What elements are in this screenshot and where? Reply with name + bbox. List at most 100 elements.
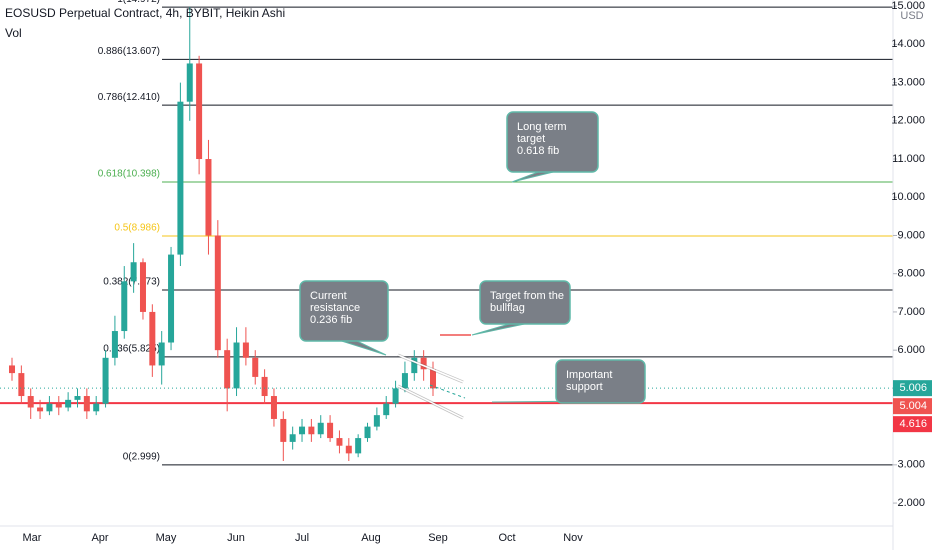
candle-body	[196, 63, 203, 160]
candle-body	[186, 63, 193, 102]
candle-body	[327, 422, 334, 439]
x-tick-label: Sep	[428, 532, 448, 544]
candle-body	[308, 426, 315, 435]
candle-body	[317, 422, 324, 435]
candle-body	[364, 426, 371, 439]
x-tick-label: Nov	[563, 532, 583, 544]
candle-body	[93, 403, 100, 412]
callout-text: 0.236 fib	[310, 314, 352, 326]
candle-body	[411, 357, 418, 374]
candle-body	[270, 396, 277, 419]
candle-body	[149, 311, 156, 366]
callout-text: target	[517, 133, 545, 145]
callout-text: Target from the	[490, 290, 564, 302]
candle-body	[55, 403, 62, 408]
y-tick-label: 6.000	[897, 344, 925, 356]
callout-box	[555, 359, 646, 404]
y-tick-label: 14.000	[891, 38, 925, 50]
candle-body	[214, 235, 221, 351]
fib-label: 0.236(5.825)	[103, 343, 160, 354]
candle-body	[177, 101, 184, 255]
candle-body	[65, 399, 72, 408]
candle-body	[9, 365, 15, 374]
callout-box	[299, 280, 389, 342]
candle-body	[18, 373, 25, 397]
price-label-bg	[893, 398, 932, 415]
callout-box	[506, 111, 599, 173]
plot-area: 1(14.972) 0.886(13.607) 0.786(12.410) 0.618…	[0, 0, 893, 466]
fib-label: 0.886(13.607)	[98, 46, 160, 57]
x-tick-label: Mar	[23, 532, 42, 544]
candle-body	[373, 415, 380, 427]
x-tick-label: Jun	[227, 532, 245, 544]
currency-label: USD	[900, 10, 923, 22]
candle-body	[233, 342, 240, 389]
candle-body	[420, 357, 427, 370]
candle-body	[74, 396, 81, 400]
x-tick-label: Apr	[91, 532, 108, 544]
fib-label: 1(14.972)	[117, 0, 160, 5]
y-tick-label: 12.000	[891, 115, 925, 127]
candle-body	[37, 407, 44, 412]
y-tick-label: 2.000	[897, 497, 925, 509]
candle-body	[158, 342, 165, 366]
candle-body	[336, 438, 343, 446]
callout-text: support	[566, 381, 603, 393]
x-tick-label: Oct	[498, 532, 515, 544]
candle-body	[299, 426, 306, 435]
y-tick-label: 3.000	[897, 459, 925, 471]
fib-label: 0.786(12.410)	[98, 92, 160, 103]
flag-top	[397, 354, 464, 383]
price-label: 5.004	[899, 400, 927, 412]
candle-body	[205, 159, 212, 236]
candle-body	[111, 331, 118, 358]
candle-body	[83, 396, 90, 412]
callout-text: Long term	[517, 121, 567, 133]
volume-label: Vol	[5, 26, 22, 40]
candle-body	[102, 357, 109, 404]
y-tick-label: 8.000	[897, 268, 925, 280]
callout-text: resistance	[310, 302, 360, 314]
candle-body	[168, 254, 175, 343]
x-tick-label: Aug	[361, 532, 381, 544]
candle-body	[401, 373, 408, 389]
fib-label: 0.382(7.573)	[103, 277, 160, 288]
candle-body	[46, 403, 53, 412]
candle-body	[280, 418, 287, 442]
candle-body	[242, 342, 249, 358]
candle-body	[130, 262, 137, 282]
fib-label: 0(2.999)	[123, 452, 160, 463]
candle-body	[392, 388, 399, 404]
price-label-bg	[893, 380, 932, 397]
callout-text: Important	[566, 369, 612, 381]
x-tick-label: May	[156, 532, 177, 544]
candle-body	[224, 350, 231, 389]
projection	[429, 384, 466, 399]
x-tick-label: Jul	[295, 532, 309, 544]
price-label: 5.006	[899, 382, 927, 394]
y-tick-label: 15.000	[891, 0, 925, 12]
candle-body	[289, 434, 296, 442]
callout-text: bullflag	[490, 302, 525, 314]
y-tick-label: 11.000	[892, 153, 925, 165]
candle-body	[261, 376, 268, 397]
candle-body	[430, 369, 436, 389]
y-tick-label: 13.000	[891, 76, 925, 88]
candle-body	[121, 281, 128, 332]
chart-title: EOSUSD Perpetual Contract, 4h, BYBIT, He…	[5, 6, 285, 20]
y-tick-label: 9.000	[897, 229, 925, 241]
callout-text: 0.618 fib	[517, 145, 559, 157]
price-label-bg	[893, 416, 932, 433]
candle-body	[27, 396, 34, 408]
candle-body	[139, 262, 146, 312]
candle-body	[383, 403, 390, 416]
candle-body	[252, 357, 259, 377]
y-tick-label: 7.000	[897, 306, 925, 318]
fib-label: 0.5(8.986)	[114, 223, 160, 234]
callout-box	[479, 280, 571, 325]
callout-text: Current	[310, 290, 347, 302]
fib-label: 0.618(10.398)	[98, 169, 160, 180]
